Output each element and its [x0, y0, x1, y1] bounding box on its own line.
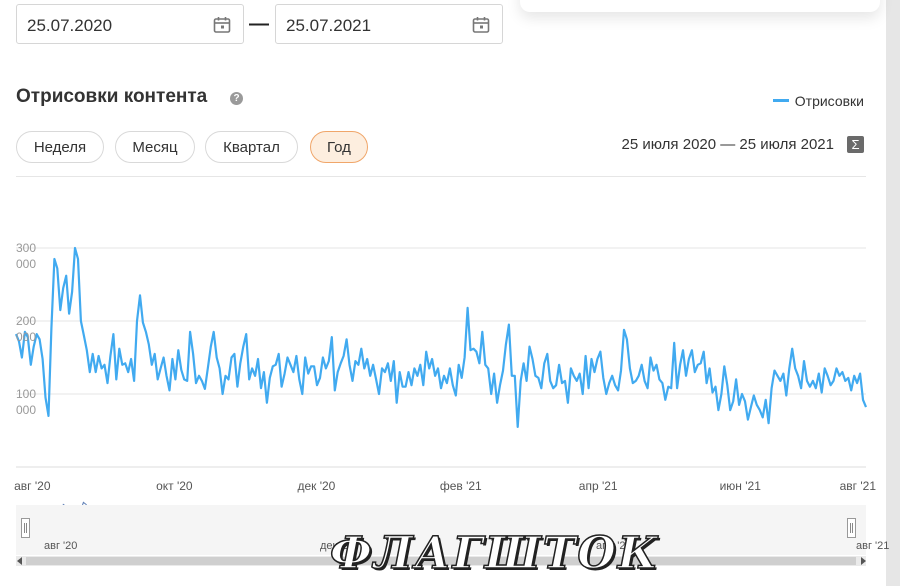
legend-swatch: [772, 98, 789, 102]
period-quarter-button[interactable]: Квартал: [205, 131, 298, 163]
navigator-tick-label: авг '21: [856, 540, 890, 552]
y-tick-label-line: 000: [16, 330, 37, 344]
period-week-button[interactable]: Неделя: [16, 131, 104, 163]
x-tick-label: окт '20: [156, 479, 193, 493]
x-tick-label: апр '21: [578, 479, 618, 493]
y-tick-label-line: 300: [16, 241, 37, 255]
legend-label: Отрисовки: [794, 93, 864, 109]
popup-shadow: [520, 0, 880, 12]
navigator-tick-label: дек '20: [320, 540, 355, 552]
calendar-icon[interactable]: [472, 16, 490, 34]
period-month-button[interactable]: Месяц: [115, 131, 195, 163]
x-tick-label: фев '21: [439, 479, 482, 493]
chart-legend[interactable]: Отрисовки: [772, 93, 864, 109]
scroll-right-icon[interactable]: [861, 557, 866, 565]
scrollbar-thumb[interactable]: [26, 557, 856, 565]
navigator-left-handle[interactable]: [21, 518, 30, 538]
date-to-field[interactable]: 25.07.2021: [275, 4, 503, 44]
x-tick-label: авг '20: [14, 479, 51, 493]
y-tick-label-line: 100: [16, 387, 37, 401]
y-tick-label-line: 000: [16, 403, 37, 417]
date-range-text: 25 июля 2020 — 25 июля 2021: [621, 136, 834, 153]
period-year-button[interactable]: Год: [310, 131, 368, 163]
calendar-icon[interactable]: [213, 16, 231, 34]
navigator-tick-label: авг '20: [44, 540, 78, 552]
y-tick-label: 200 000: [16, 313, 36, 345]
x-tick-label: дек '20: [297, 479, 336, 493]
navigator-scrollbar[interactable]: [16, 556, 866, 566]
chart-navigator[interactable]: [16, 505, 866, 555]
date-to-value: 25.07.2021: [286, 16, 372, 35]
y-tick-label: 300 000: [16, 240, 36, 272]
scroll-left-icon[interactable]: [17, 557, 22, 565]
x-tick-label: авг '21: [839, 479, 876, 493]
y-tick-label-line: 000: [16, 257, 37, 271]
y-tick-label-line: 200: [16, 314, 37, 328]
watermark-logo: ФЛАГШТОК: [329, 527, 660, 580]
page-scroll-strip: [886, 0, 900, 586]
navigator-tick-label: апр '21: [596, 540, 632, 552]
sigma-icon[interactable]: Σ: [847, 136, 864, 153]
date-range-dash: —: [249, 13, 269, 35]
navigator-right-handle[interactable]: [847, 518, 856, 538]
date-from-field[interactable]: 25.07.2020: [16, 4, 244, 44]
y-tick-label: 100 000: [16, 386, 36, 418]
page-title: Отрисовки контента: [16, 86, 208, 107]
divider: [16, 176, 866, 177]
x-tick-label: июн '21: [719, 479, 761, 493]
series-line-otrisovki[interactable]: [14, 246, 868, 428]
question-icon[interactable]: ?: [230, 92, 243, 105]
date-from-value: 25.07.2020: [27, 16, 113, 35]
